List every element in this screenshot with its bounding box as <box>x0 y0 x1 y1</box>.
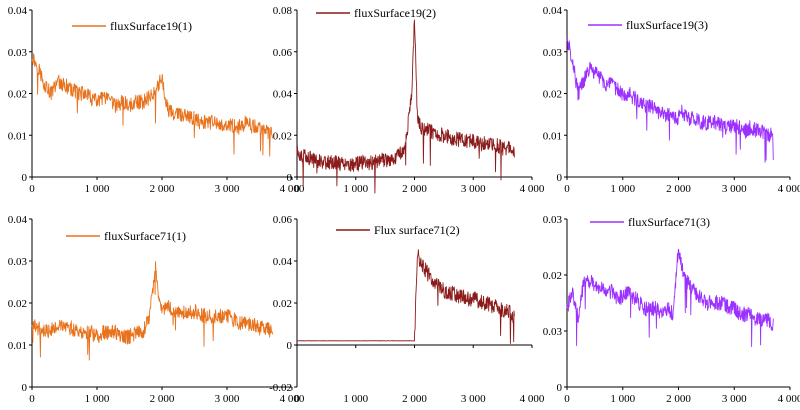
chart-panel-3: 0 0.01 0.02 0.03 0.04 0 1 000 2 000 3 000 4 000 fl… <box>543 5 800 195</box>
y-tick-label: 0.02 <box>8 89 27 101</box>
y-tick-label: 0 <box>22 172 28 184</box>
x-tick-label: 3 000 <box>461 393 486 405</box>
y-tick-label: 0.02 <box>273 130 292 142</box>
x-tick-label: 0 <box>294 393 300 405</box>
series-line <box>566 38 774 163</box>
chart-panel-1: 0 0.01 0.02 0.03 0.04 0 1 000 2 000 3 000 4 000 fl… <box>8 5 305 195</box>
series-line <box>566 248 774 347</box>
x-tick-label: 1 000 <box>343 393 368 405</box>
y-tick-label: 0.04 <box>8 5 28 17</box>
x-tick-label: 3 000 <box>215 183 240 195</box>
chart-panel-2: 0 0.02 0.04 0.06 0.08 0 1 000 2 000 3 000 4 000 fl… <box>273 5 545 195</box>
x-tick-label: 4 000 <box>520 183 545 195</box>
x-tick-label: 2 000 <box>666 183 691 195</box>
legend-label: fluxSurface19(3) <box>626 18 708 32</box>
y-tick-label: 0 <box>22 382 28 394</box>
y-tick-label: 0.06 <box>273 47 293 59</box>
y-tick-label: 0.01 <box>8 130 27 142</box>
y-tick-label: 0.03 <box>8 47 28 59</box>
y-tick-label: 0.02 <box>543 270 562 282</box>
x-tick-label: 1 000 <box>85 183 110 195</box>
x-tick-label: 1 000 <box>85 393 110 405</box>
y-tick-label: 0.03 <box>543 214 563 226</box>
y-tick-label: 0.01 <box>8 340 27 352</box>
y-tick-label: 0.03 <box>543 326 563 338</box>
series-line <box>31 53 273 157</box>
x-tick-label: 4 000 <box>520 393 545 405</box>
y-tick-label: 0.04 <box>8 214 28 226</box>
chart-panel-6: 0 0.03 0.02 0.03 0 1 000 2 000 3 000 4 000 fluxSu… <box>543 214 800 405</box>
y-tick-label: 0.04 <box>273 89 293 101</box>
legend-label: fluxSurface19(1) <box>110 19 192 33</box>
x-tick-label: 0 <box>294 183 300 195</box>
x-tick-label: 3 000 <box>722 393 747 405</box>
y-tick-label: -0.02 <box>269 382 292 394</box>
y-tick-label: 0.02 <box>543 89 562 101</box>
y-tick-label: 0.03 <box>8 256 28 268</box>
legend-label: fluxSurface19(2) <box>354 6 436 20</box>
series-line <box>31 261 273 361</box>
series-line <box>296 19 515 194</box>
y-tick-label: 0.03 <box>543 47 563 59</box>
y-tick-label: 0 <box>557 382 563 394</box>
x-tick-label: 0 <box>564 393 570 405</box>
x-tick-label: 4 000 <box>778 393 800 405</box>
x-tick-label: 2 000 <box>150 183 175 195</box>
legend-label: fluxSurface71(1) <box>104 229 186 243</box>
legend-label: fluxSurface71(3) <box>628 215 710 229</box>
x-tick-label: 3 000 <box>215 393 240 405</box>
chart-panel-4: 0 0.01 0.02 0.03 0.04 0 1 000 2 000 3 000 4 000 fl… <box>8 214 305 405</box>
x-tick-label: 2 000 <box>666 393 691 405</box>
y-tick-label: 0.08 <box>273 5 293 17</box>
x-tick-label: 0 <box>29 393 35 405</box>
y-tick-label: 0.06 <box>273 214 293 226</box>
x-tick-label: 4 000 <box>280 183 305 195</box>
series-line <box>296 249 515 344</box>
legend-label: Flux surface71(2) <box>374 223 460 237</box>
y-tick-label: 0.01 <box>543 130 562 142</box>
x-tick-label: 2 000 <box>402 183 427 195</box>
x-tick-label: 1 000 <box>610 393 635 405</box>
x-tick-label: 4 000 <box>280 393 305 405</box>
y-tick-label: 0.04 <box>543 5 563 17</box>
x-tick-label: 2 000 <box>150 393 175 405</box>
x-tick-label: 1 000 <box>343 183 368 195</box>
y-tick-label: 0.02 <box>273 298 292 310</box>
y-tick-label: 0 <box>557 172 563 184</box>
y-tick-label: 0 <box>287 172 293 184</box>
x-tick-label: 0 <box>29 183 35 195</box>
x-tick-label: 3 000 <box>722 183 747 195</box>
x-tick-label: 4 000 <box>778 183 800 195</box>
x-tick-label: 2 000 <box>402 393 427 405</box>
x-tick-label: 1 000 <box>610 183 635 195</box>
y-tick-label: 0 <box>287 340 293 352</box>
x-tick-label: 0 <box>564 183 570 195</box>
x-tick-label: 3 000 <box>461 183 486 195</box>
y-tick-label: 0.04 <box>273 256 293 268</box>
y-tick-label: 0.02 <box>8 298 27 310</box>
